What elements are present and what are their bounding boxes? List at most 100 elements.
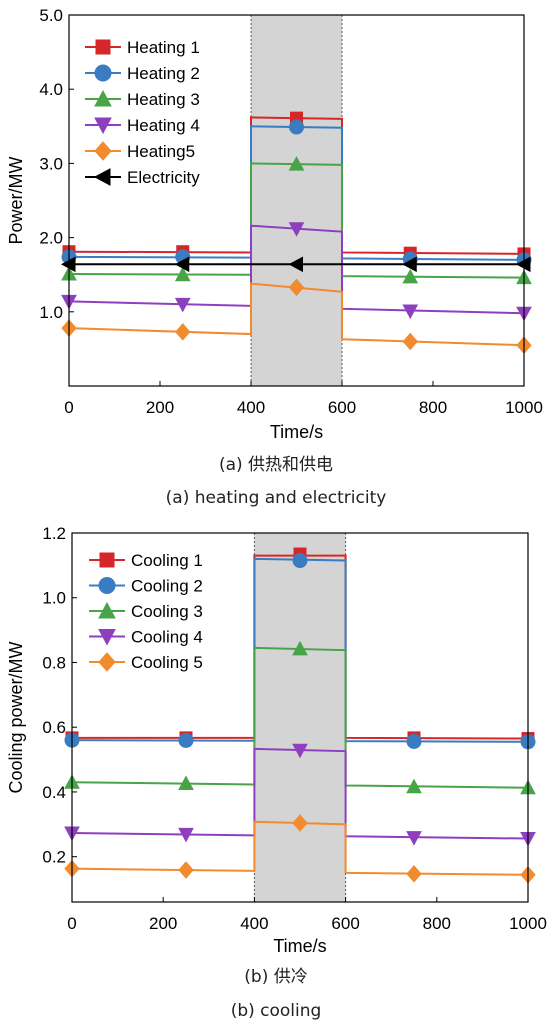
- legend-item: Heating5: [85, 141, 195, 161]
- data-point: [292, 743, 308, 759]
- legend-item: Heating 4: [85, 116, 200, 135]
- x-tick-label: 400: [240, 914, 268, 933]
- data-point: [174, 266, 191, 282]
- legend-item: Cooling 4: [89, 628, 203, 647]
- data-point: [402, 268, 419, 284]
- data-point: [292, 640, 308, 656]
- legend-item: Cooling 2: [89, 577, 203, 596]
- x-tick-label: 600: [331, 914, 359, 933]
- y-tick-label: 0.2: [42, 848, 66, 867]
- legend-marker: [98, 577, 116, 594]
- legend-marker: [99, 552, 115, 568]
- legend-item: Cooling 3: [89, 601, 203, 621]
- data-point: [406, 865, 422, 883]
- y-tick-label: 1.0: [39, 303, 63, 322]
- data-point: [288, 156, 305, 171]
- series-cooling-2: [64, 553, 536, 750]
- legend-marker: [94, 117, 112, 135]
- y-tick-label: 3.0: [39, 154, 63, 173]
- data-point: [174, 297, 191, 313]
- legend: Cooling 1 Cooling 2 Cooling 3 Cooling 4 Cool…: [89, 551, 203, 672]
- x-axis-label: Time/s: [273, 936, 326, 956]
- legend-label: Cooling 2: [131, 577, 203, 596]
- plot-frame: [71, 532, 529, 903]
- chart-panel-a: 0 200 400 600 800 1000 1.0 2.0 3.0 4.0 5.0 Time/s Po…: [6, 6, 543, 508]
- y-tick-label: 0.6: [42, 718, 66, 737]
- legend-marker: [94, 141, 112, 161]
- data-point: [292, 553, 308, 569]
- data-point: [402, 256, 417, 273]
- data-point: [178, 732, 194, 748]
- y-tick-label: 4.0: [39, 80, 63, 99]
- legend-item: Heating 2: [85, 64, 200, 83]
- legend-item: Electricity: [85, 168, 200, 187]
- y-tick-label: 1.0: [42, 589, 66, 608]
- data-point: [288, 256, 303, 273]
- series-cooling-3: [64, 640, 536, 795]
- legend-label: Cooling 5: [131, 653, 203, 672]
- legend-label: Cooling 1: [131, 551, 203, 570]
- data-point: [292, 814, 308, 832]
- data-point: [289, 119, 304, 135]
- data-point: [178, 861, 194, 879]
- caption-english: (a) heating and electricity: [166, 488, 387, 508]
- legend-label: Heating 4: [127, 116, 200, 135]
- y-axis-label: Power/MW: [6, 156, 26, 244]
- data-point: [288, 222, 305, 237]
- data-point: [175, 323, 191, 341]
- y-tick-label: 0.8: [42, 653, 66, 672]
- legend-label: Cooling 3: [131, 602, 203, 621]
- legend: Heating 1 Heating 2 Heating 3 Heating 4 Heat…: [85, 38, 200, 187]
- y-tick-label: 5.0: [39, 6, 63, 25]
- legend-item: Heating 1: [85, 38, 200, 57]
- x-tick-label: 200: [149, 914, 177, 933]
- y-tick-label: 0.4: [42, 783, 66, 802]
- legend-label: Heating5: [127, 142, 195, 161]
- data-point: [288, 278, 305, 297]
- legend-label: Heating 2: [127, 64, 200, 83]
- x-tick-label: 0: [64, 398, 73, 417]
- x-tick-label: 600: [328, 398, 356, 417]
- chart-panel-b: 0 200 400 600 800 1000 0.2 0.4 0.6 0.8 1.0 1.2 Time/…: [6, 524, 547, 1021]
- legend-marker: [98, 629, 116, 646]
- legend-label: Electricity: [127, 168, 200, 187]
- legend-marker: [98, 652, 116, 672]
- shaded-region: [254, 533, 346, 902]
- series-heating-3: [61, 156, 532, 285]
- data-point: [174, 256, 190, 273]
- data-point: [406, 778, 422, 794]
- legend-item: Cooling 1: [89, 551, 203, 570]
- legend-item: Heating 3: [85, 89, 200, 109]
- data-point: [402, 332, 418, 351]
- series-heating5: [61, 278, 532, 354]
- legend-item: Cooling 5: [89, 652, 203, 672]
- x-tick-label: 400: [237, 398, 265, 417]
- x-tick-label: 1000: [505, 398, 543, 417]
- series-heating-4: [61, 222, 532, 322]
- caption-chinese: (a) 供热和供电: [219, 455, 333, 475]
- data-point: [178, 827, 194, 843]
- x-tick-label: 800: [423, 914, 451, 933]
- caption-chinese: (b) 供冷: [244, 967, 307, 987]
- x-tick-label: 0: [67, 914, 76, 933]
- legend-marker: [98, 601, 116, 619]
- legend-marker: [93, 168, 111, 186]
- x-tick-label: 800: [419, 398, 447, 417]
- legend-label: Heating 3: [127, 90, 200, 109]
- legend-label: Heating 1: [127, 38, 200, 57]
- caption-english: (b) cooling: [231, 1001, 322, 1021]
- y-axis-label: Cooling power/MW: [6, 641, 26, 793]
- legend-label: Cooling 4: [131, 628, 203, 647]
- legend-marker: [94, 89, 112, 107]
- x-tick-label: 200: [146, 398, 174, 417]
- legend-marker: [94, 64, 112, 82]
- x-tick-label: 1000: [509, 914, 547, 933]
- y-tick-label: 2.0: [39, 229, 63, 248]
- plot-frame: [68, 14, 525, 387]
- legend-marker: [95, 39, 111, 55]
- shaded-region: [251, 15, 342, 386]
- data-point: [406, 733, 422, 749]
- data-point: [402, 304, 419, 320]
- data-point: [178, 775, 194, 791]
